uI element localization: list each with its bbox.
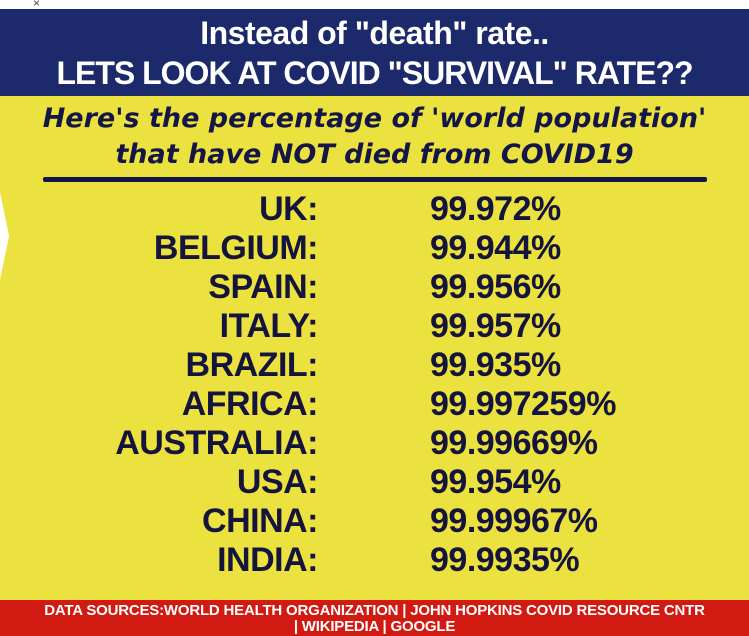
survival-value: 99.935% bbox=[430, 346, 561, 384]
country-label: USA: bbox=[236, 463, 319, 501]
header-line-2: LETS LOOK AT COVID "SURVIVAL" RATE?? bbox=[56, 54, 693, 91]
table-row: INDIA: 99.9935% bbox=[0, 541, 749, 580]
subheading-line-1: Here's the percentage of 'world populati… bbox=[42, 103, 707, 134]
country-label: UK: bbox=[259, 190, 318, 228]
table-row: USA: 99.954% bbox=[0, 463, 749, 502]
country-label: BRAZIL: bbox=[185, 346, 319, 384]
table-row: UK: 99.972% bbox=[0, 190, 749, 229]
table-row: BRAZIL: 99.935% bbox=[0, 346, 749, 385]
left-notch-decoration bbox=[0, 192, 9, 280]
subheading: Here's the percentage of 'world populati… bbox=[0, 101, 749, 182]
survival-value: 99.997259% bbox=[430, 385, 616, 423]
survival-value: 99.99967% bbox=[430, 502, 598, 540]
table-row: CHINA: 99.99967% bbox=[0, 502, 749, 541]
table-row: AUSTRALIA: 99.99669% bbox=[0, 424, 749, 463]
survival-value: 99.9935% bbox=[430, 541, 580, 579]
survival-value: 99.956% bbox=[430, 268, 561, 306]
country-label: INDIA: bbox=[217, 541, 318, 579]
survival-value: 99.972% bbox=[430, 190, 561, 228]
table-row: SPAIN: 99.956% bbox=[0, 268, 749, 307]
body-section: Here's the percentage of 'world populati… bbox=[0, 96, 749, 600]
survival-value: 99.99669% bbox=[430, 424, 598, 462]
close-icon[interactable]: × bbox=[33, 0, 41, 10]
country-label: CHINA: bbox=[202, 502, 318, 540]
header-line-1: Instead of "death" rate.. bbox=[200, 14, 549, 51]
survival-value: 99.954% bbox=[430, 463, 561, 501]
top-strip: × bbox=[0, 0, 749, 9]
survival-value: 99.944% bbox=[430, 229, 561, 267]
footer-sources-line-2: | WIKIPEDIA | GOOGLE bbox=[293, 618, 456, 635]
country-label: AUSTRALIA: bbox=[115, 424, 318, 462]
country-label: BELGIUM: bbox=[153, 229, 319, 267]
table-row: BELGIUM: 99.944% bbox=[0, 229, 749, 268]
survival-value: 99.957% bbox=[430, 307, 561, 345]
table-row: ITALY: 99.957% bbox=[0, 307, 749, 346]
footer-sources-line-1: DATA SOURCES:WORLD HEALTH ORGANIZATION |… bbox=[44, 602, 705, 619]
survival-rate-table: UK: 99.972% BELGIUM: 99.944% SPAIN: 99.9… bbox=[0, 190, 749, 580]
header-banner: Instead of "death" rate.. LETS LOOK AT C… bbox=[0, 9, 749, 96]
subheading-line-2: that have NOT died from COVID19 bbox=[115, 139, 634, 170]
footer-sources: DATA SOURCES:WORLD HEALTH ORGANIZATION |… bbox=[0, 600, 749, 636]
country-label: AFRICA: bbox=[181, 385, 319, 423]
country-label: SPAIN: bbox=[208, 268, 318, 306]
heading-underline bbox=[42, 177, 707, 182]
table-row: AFRICA: 99.997259% bbox=[0, 385, 749, 424]
country-label: ITALY: bbox=[219, 307, 319, 345]
